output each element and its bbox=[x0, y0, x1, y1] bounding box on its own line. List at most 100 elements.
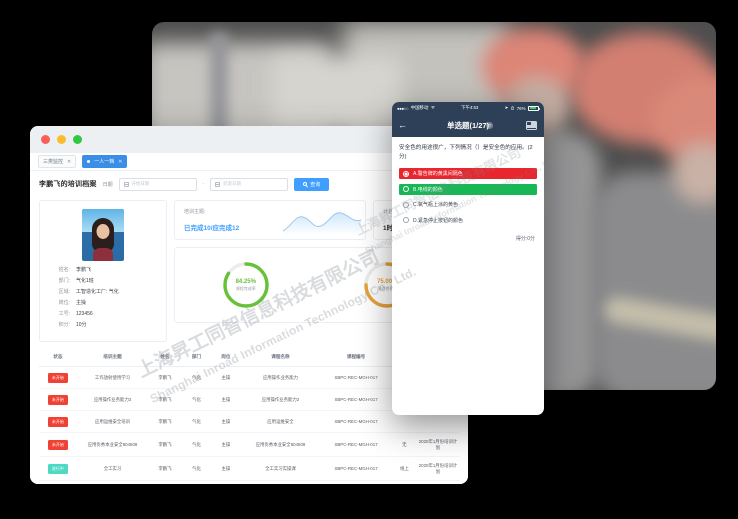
radio-button-icon[interactable] bbox=[403, 186, 409, 193]
quiz-option[interactable]: D.紧急停止按钮的颜色 bbox=[399, 215, 537, 226]
carrier-label: 中国移动 bbox=[410, 105, 429, 110]
code-cell: SBPC-REC-MGH-017 bbox=[320, 388, 392, 411]
post-cell: 主操 bbox=[211, 366, 241, 389]
tab-yi-ren-yi-dang[interactable]: 一人一档 ✕ bbox=[82, 155, 128, 168]
search-button-label: 查询 bbox=[310, 181, 321, 188]
name-cell: 李鹏飞 bbox=[148, 456, 182, 481]
table-row[interactable]: 未开始 应用操作业务能力2 李鹏飞 气化 主操 应用操作业务能力2 SBPC-REC-MGH… bbox=[39, 388, 459, 411]
post-cell: 主操 bbox=[211, 410, 241, 433]
post-cell: 主操 bbox=[211, 388, 241, 411]
close-tab-icon[interactable]: ✕ bbox=[67, 158, 72, 165]
table-row[interactable]: 未开始 应用运维安全培训 李鹏飞 气化 主操 应用运维安全 SBPC-REC-MGH-017 bbox=[39, 410, 459, 433]
training-theme-value: 已完成10/应完成12 bbox=[184, 225, 240, 232]
tab-strip: 三类监控 ✕ 一人一档 ✕ bbox=[30, 153, 468, 171]
tutor-cell: 线上 bbox=[391, 456, 417, 481]
clock-label: 下午4:53 bbox=[461, 105, 479, 110]
dept-cell: 气化 bbox=[181, 432, 212, 457]
question-mark-icon[interactable]: ? bbox=[486, 122, 493, 129]
radio-button-icon[interactable] bbox=[403, 217, 409, 224]
tutor-cell: 线下 bbox=[391, 480, 417, 484]
code-cell: SBPC-REC-MGH-017 bbox=[320, 456, 392, 481]
tab-status-dot-icon bbox=[87, 160, 91, 163]
quiz-option-label: A.警告牌的黄黑间隔色 bbox=[413, 171, 463, 178]
tutor-cell: 无 bbox=[391, 432, 417, 457]
table-body: 未开始 工作放射使用学习 李鹏飞 气化 主操 应用操作业务能力 SBPC-REC-MGH-0… bbox=[39, 366, 459, 484]
training-theme-label: 培训主题: bbox=[184, 209, 206, 215]
page-title: 李鹏飞的培训档案 bbox=[39, 181, 97, 188]
minimize-window-button[interactable] bbox=[57, 135, 66, 144]
profile-field-value: 李鹏飞 bbox=[76, 267, 92, 273]
table-column-header[interactable]: 部门 bbox=[181, 348, 212, 367]
tutor-cell bbox=[391, 410, 417, 433]
dept-cell: 气化 bbox=[181, 480, 212, 484]
course-cell: 应用优秀本业安全804509 bbox=[240, 432, 321, 457]
end-date-input[interactable]: 结束日期 bbox=[210, 177, 289, 191]
location-arrow-icon: ➤ bbox=[504, 105, 509, 110]
profile-field: 积分: 10分 bbox=[46, 322, 160, 329]
theme-cell: 强化车间实习培训 bbox=[76, 480, 149, 484]
score-label: 得分:0分 bbox=[515, 235, 535, 242]
wifi-icon: ᯤ bbox=[430, 105, 435, 110]
profile-card: 姓名: 李鹏飞 部门: 气化1班 区域: 工智造化工厂: 气化 岗位: 主操 工号: 123456… bbox=[39, 200, 167, 342]
course-cell: 强化车间实习学习 bbox=[240, 480, 321, 484]
search-button[interactable]: 查询 bbox=[294, 177, 330, 191]
donut-percent: 84.25% bbox=[235, 278, 256, 285]
profile-field: 部门: 气化1班 bbox=[46, 278, 160, 285]
name-cell: 李鹏飞 bbox=[148, 432, 182, 457]
table-column-header[interactable]: 岗位 bbox=[211, 348, 241, 367]
back-arrow-icon[interactable]: ← bbox=[398, 120, 407, 130]
table-column-header[interactable]: 课程名称 bbox=[240, 348, 321, 367]
table-row[interactable]: 进行中 全工实习 李鹏飞 气化 主操 全工实习实操课 SBPC-REC-MGH-017 线上 2… bbox=[39, 456, 459, 481]
dept-cell: 气化 bbox=[181, 366, 212, 389]
table-column-header[interactable]: 课程编号 bbox=[320, 348, 392, 367]
table-column-header[interactable]: 姓名 bbox=[148, 348, 182, 367]
sparkline-chart bbox=[283, 212, 361, 235]
quiz-body: 安全色的用途很广，下列情况（）是安全色的应用。(2分) A.警告牌的黄黑间隔色 B… bbox=[392, 137, 544, 242]
phone-status-bar: ●●●○○ 中国移动 ᯤ 下午4:53 ➤ ⏱ 76% bbox=[392, 102, 544, 114]
table-column-header[interactable]: 状态 bbox=[39, 348, 77, 367]
name-cell: 李鹏飞 bbox=[148, 480, 182, 484]
start-date-input[interactable]: 开始日期 bbox=[118, 177, 197, 191]
profile-field-value: 主操 bbox=[76, 300, 87, 306]
quiz-option[interactable]: B.电线的颜色 bbox=[399, 183, 537, 195]
status-badge: 未开始 bbox=[47, 372, 68, 383]
quiz-option[interactable]: A.警告牌的黄黑间隔色 bbox=[399, 168, 537, 180]
status-cell: 未开始 bbox=[39, 366, 77, 389]
status-cell: 进行中 bbox=[39, 456, 77, 481]
calendar-icon bbox=[215, 181, 221, 187]
radio-button-icon[interactable] bbox=[403, 201, 409, 208]
status-cell: 未开始 bbox=[39, 432, 77, 457]
radio-button-icon[interactable] bbox=[403, 170, 409, 177]
tab-san-lei-jian-kong[interactable]: 三类监控 ✕ bbox=[38, 155, 77, 168]
quiz-option-label: B.电线的颜色 bbox=[413, 186, 443, 193]
tab-label: 三类监控 bbox=[43, 159, 64, 165]
table-row[interactable]: 培训中强化车间实习培训李鹏飞气化主操强化车间实习学习SBPC-REC-MGH-0… bbox=[39, 480, 459, 484]
close-tab-icon[interactable]: ✕ bbox=[118, 158, 123, 165]
close-window-button[interactable] bbox=[41, 135, 50, 144]
name-cell: 李鹏飞 bbox=[148, 388, 182, 411]
phone-navbar: ← 单选题(1/27) ? bbox=[392, 114, 544, 137]
date-filter-label: 日期 bbox=[102, 181, 113, 188]
quiz-title: 单选题(1/27) bbox=[446, 121, 490, 130]
post-cell: 主操 bbox=[211, 480, 241, 484]
training-theme-card: 培训主题: 已完成10/应完成12 bbox=[174, 200, 366, 240]
status-cell: 未开始 bbox=[39, 410, 77, 433]
quiz-option[interactable]: C.氧气瓶上涂的黄色 bbox=[399, 199, 537, 210]
end-date-placeholder: 结束日期 bbox=[223, 181, 241, 186]
profile-field-value: 123456 bbox=[76, 311, 93, 317]
maximize-window-button[interactable] bbox=[73, 135, 82, 144]
id-card-icon[interactable] bbox=[526, 121, 537, 130]
post-cell: 主操 bbox=[211, 456, 241, 481]
donut-caption: 课程完成率 bbox=[235, 285, 256, 291]
code-cell: SBPC-REC-MGH-017 bbox=[320, 410, 392, 433]
table-column-header[interactable]: 培训主题 bbox=[76, 348, 149, 367]
course-cell: 应用操作业务能力2 bbox=[240, 388, 321, 411]
profile-field-value: 气化1班 bbox=[76, 278, 94, 284]
theme-cell: 应用运维安全培训 bbox=[76, 410, 149, 433]
dept-cell: 气化 bbox=[181, 456, 212, 481]
status-badge: 未开始 bbox=[47, 416, 68, 427]
table-row[interactable]: 未开始 应用优秀本业安全804509 李鹏飞 气化 主操 应用优秀本业安全804509 SB… bbox=[39, 432, 459, 457]
theme-cell: 工作放射使用学习 bbox=[76, 366, 149, 389]
profile-field-key: 姓名: bbox=[58, 267, 70, 273]
plan-cell: 2020年1月份培训计划 bbox=[416, 456, 459, 481]
